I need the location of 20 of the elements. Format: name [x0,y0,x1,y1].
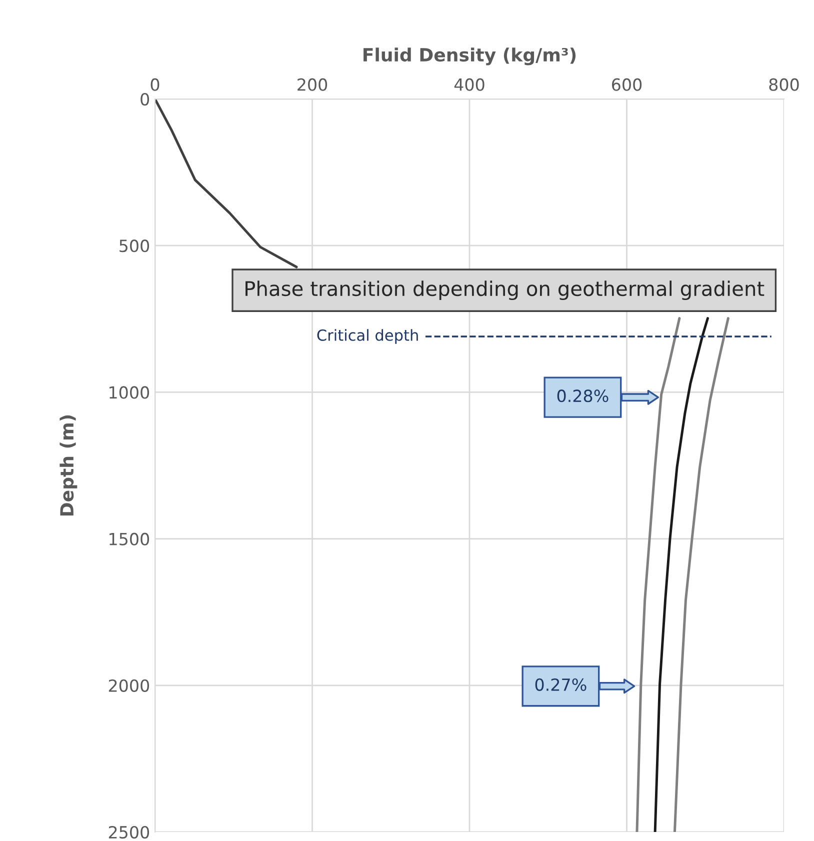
y-tick-label: 2500 [108,826,150,839]
annotation: 0.27% [535,678,586,691]
line-series [673,317,730,832]
x-tick-label: 0 [150,78,160,91]
line-series [636,317,681,832]
y-tick-label: 1500 [110,532,150,546]
y-axis-title: Depth (m) [60,415,78,516]
y-tick-label: 1000 [110,386,150,399]
x-tick-label: 600 [612,78,642,91]
ref-line-label: Critical depth [317,329,418,344]
annotation: 0.28% [557,390,608,402]
line-series [654,317,709,832]
x-tick-label: 200 [298,78,328,91]
y-tick-label: 0 [140,92,150,106]
x-tick-label: 800 [769,78,799,91]
y-tick-label: 500 [120,240,150,252]
x-tick-label: 400 [454,78,484,91]
annotation: Phase transition depending on geothermal gradient [246,280,764,300]
x-axis-title: Fluid Density (kg/m³) [364,48,576,66]
y-tick-label: 2000 [108,679,150,692]
